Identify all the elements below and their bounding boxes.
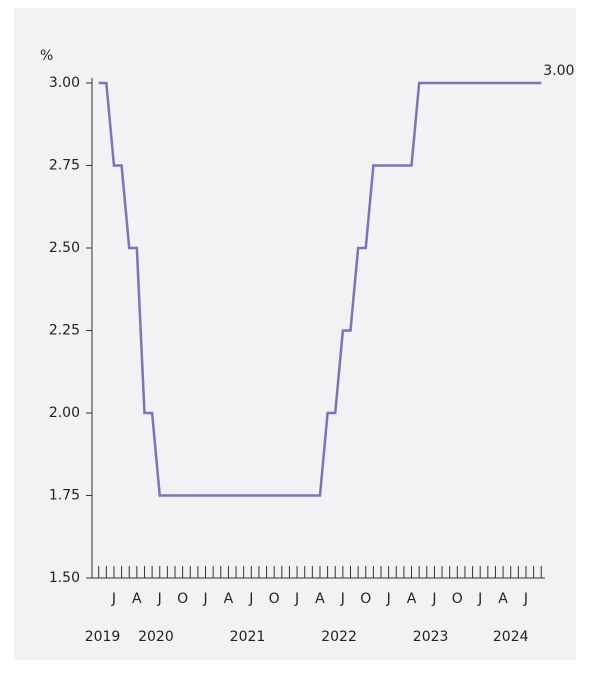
end-label: 3.00 <box>543 63 574 79</box>
x-tick-label: J <box>248 591 253 607</box>
y-tick-label: 2.25 <box>49 323 80 339</box>
x-tick-label: J <box>523 591 528 607</box>
x-tick-label: A <box>407 591 417 607</box>
x-tick-label: J <box>431 591 436 607</box>
y-tick-label: 2.75 <box>49 158 80 174</box>
x-tick-label: J <box>340 591 345 607</box>
year-label: 2019 <box>85 629 121 645</box>
x-tick-label: O <box>177 591 188 607</box>
panel <box>14 8 576 660</box>
y-tick-label: 2.50 <box>49 240 80 256</box>
x-tick-label: A <box>132 591 142 607</box>
y-unit: % <box>40 48 53 64</box>
y-tick-label: 3.00 <box>49 75 80 91</box>
y-tick-label: 2.00 <box>49 405 80 421</box>
year-label: 2024 <box>493 629 529 645</box>
x-tick-label: J <box>202 591 207 607</box>
y-tick-label: 1.50 <box>49 570 80 586</box>
line <box>98 81 542 497</box>
x-tick-label: O <box>269 591 280 607</box>
x-tick-label: A <box>224 591 234 607</box>
x-tick-label: O <box>452 591 463 607</box>
year-label: 2020 <box>138 629 174 645</box>
x-tick-label: J <box>386 591 391 607</box>
x-tick-label: J <box>294 591 299 607</box>
y-tick-label: 1.75 <box>49 488 80 504</box>
x-tick-label: J <box>111 591 116 607</box>
year-label: 2021 <box>230 629 266 645</box>
x-tick-label: J <box>157 591 162 607</box>
x-tick-label: O <box>360 591 371 607</box>
x-tick-label: J <box>477 591 482 607</box>
x-tick-label: A <box>498 591 508 607</box>
year-label: 2022 <box>321 629 357 645</box>
x-tick-label: A <box>315 591 325 607</box>
year-label: 2023 <box>413 629 449 645</box>
